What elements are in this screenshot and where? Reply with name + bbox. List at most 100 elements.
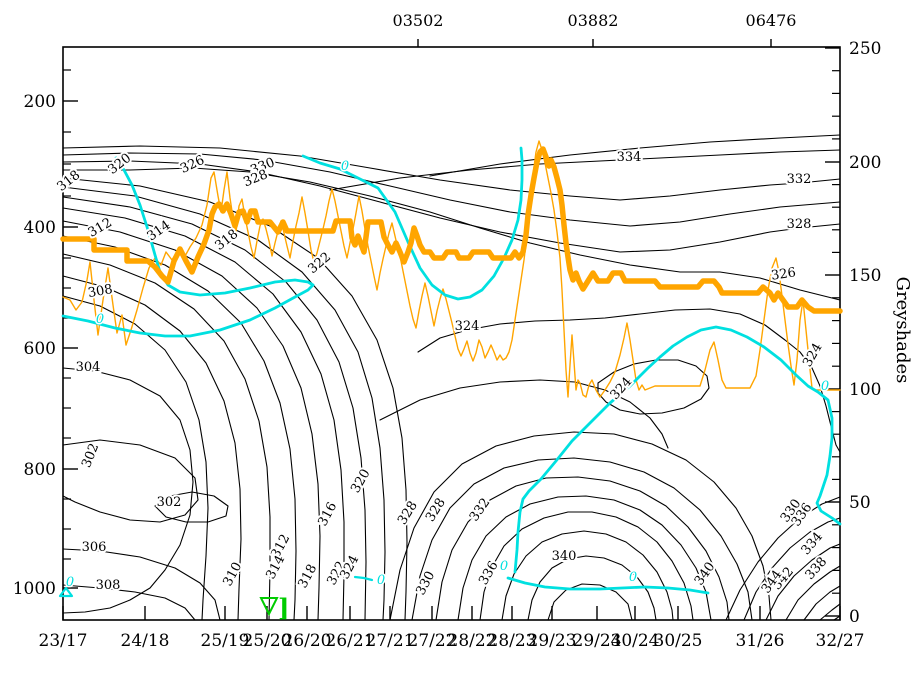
contour-label-302: 302 (157, 495, 182, 510)
contour-label-328: 328 (423, 496, 449, 525)
isentrope-contour-324 (597, 359, 710, 415)
bottom-axis-label: 25/19 (201, 631, 250, 651)
bottom-axis-label: 31/26 (736, 631, 785, 651)
isentrope-contour-334 (457, 495, 712, 621)
bottom-axis-label: 26/21 (326, 631, 375, 651)
contour-label-320: 320 (348, 467, 373, 496)
cyan-zero-label: 0 (821, 379, 829, 394)
right-axis-label: 150 (849, 266, 881, 286)
right-axis-label: 200 (849, 153, 881, 173)
isentrope-contour-308 (62, 295, 209, 621)
isentrope-contour-320 (62, 196, 367, 621)
bottom-axis-label: 29/24 (573, 631, 622, 651)
contour-label-318: 318 (54, 168, 83, 195)
isentrope-contour-304 (62, 367, 194, 614)
left-axis-label: 400 (24, 218, 56, 238)
right-axis-title: Greyshades (892, 277, 913, 384)
isentrope-contour-326 (62, 167, 841, 301)
top-station-label: 03502 (393, 11, 444, 30)
bottom-axis-label: 28/22 (448, 631, 497, 651)
cyan-zero-label: 0 (629, 570, 637, 585)
contour-label-326: 326 (770, 265, 797, 283)
bottom-axis-label: 30/25 (654, 631, 703, 651)
contour-label-324: 324 (800, 341, 825, 370)
isentrope-contour-328 (62, 160, 841, 253)
bottom-axis-label: 29/23 (528, 631, 577, 651)
isentrope-contour-302 (62, 439, 199, 523)
isentrope-contour-330 (411, 457, 753, 621)
bottom-axis-label: 27/21 (366, 631, 415, 651)
bottom-axis-label: 28/23 (488, 631, 537, 651)
contour-label-308: 308 (87, 282, 114, 301)
isentrope-contour-306 (62, 548, 221, 621)
green-bracket-marker: ] (278, 593, 289, 622)
isentrope-contour-332 (435, 476, 730, 621)
right-axis-label: 0 (849, 607, 860, 627)
right-axis-label: 250 (849, 39, 881, 59)
isentrope-contour-344 (819, 603, 841, 621)
isentrope-contour-334 (765, 543, 841, 621)
contour-label-340: 340 (692, 560, 719, 589)
isentrope-contour-324 (417, 308, 841, 453)
contour-label-314: 314 (145, 218, 174, 245)
cyan-zero-label: 0 (377, 573, 385, 588)
right-axis-label: 100 (849, 380, 881, 400)
cyan-zero-label: 0 (500, 559, 508, 574)
contour-label-330: 330 (413, 569, 438, 598)
cyan-zero-line (353, 575, 374, 582)
contour-label-332: 332 (787, 172, 812, 187)
top-station-label: 06476 (746, 11, 797, 30)
isentrope-contour-310 (62, 275, 242, 621)
isentrope-contour-342 (803, 585, 841, 621)
isentrope-contour-330 (62, 152, 841, 227)
contour-label-312: 312 (86, 215, 115, 240)
cyan-zero-line (301, 146, 524, 301)
bottom-axis-label: 26/20 (283, 631, 332, 651)
contour-label-302: 302 (79, 441, 102, 470)
isentrope-contour-330 (725, 496, 841, 621)
cyan-zero-line (58, 586, 74, 598)
contour-label-308: 308 (96, 578, 121, 593)
isentrope-contour-322 (62, 186, 386, 621)
contour-label-314: 314 (263, 553, 288, 582)
isentrope-contour-342 (547, 583, 633, 621)
isentrope-contour-308 (62, 584, 196, 621)
green-triangle-marker (259, 597, 279, 617)
bottom-axis-label: 27/22 (408, 631, 457, 651)
thick-orange-trace (60, 146, 843, 314)
isentrope-contour-338 (501, 530, 674, 621)
isentrope-contour-328 (389, 431, 772, 621)
contour-label-334: 334 (617, 150, 642, 165)
bottom-axis-label: 23/17 (39, 631, 88, 651)
isentrope-contour-302 (154, 491, 229, 523)
isentrope-contour-336 (429, 134, 841, 177)
contour-label-320: 320 (105, 151, 134, 178)
contour-label-338: 338 (803, 554, 831, 582)
contour-label-326: 326 (178, 153, 207, 177)
isentrope-contour-336 (479, 511, 694, 621)
isentrope-contour-332 (62, 145, 841, 201)
isentrope-contour-334 (329, 149, 841, 191)
bottom-axis-label: 32/27 (816, 631, 865, 651)
plot-border (62, 46, 841, 621)
left-axis-label: 600 (24, 339, 56, 359)
isentrope-contour-318 (62, 207, 345, 621)
isentrope-contour-316 (62, 220, 321, 621)
contour-label-328: 328 (787, 217, 812, 232)
contour-label-318: 318 (295, 562, 320, 591)
contour-label-324: 324 (455, 319, 480, 334)
left-axis-label: 800 (24, 460, 56, 480)
cyan-zero-label: 0 (96, 312, 104, 327)
contour-label-304: 304 (76, 360, 101, 375)
contour-label-322: 322 (305, 250, 334, 277)
bottom-axis-label: 30/24 (611, 631, 660, 651)
cyan-zero-label: 0 (66, 575, 74, 590)
cyan-zero-line (61, 156, 315, 338)
left-axis-label: 200 (24, 92, 56, 112)
top-station-label: 03882 (568, 11, 619, 30)
cyan-zero-label: 0 (341, 159, 349, 174)
left-axis-label: 1000 (13, 579, 56, 599)
thin-orange-trace (62, 140, 841, 398)
